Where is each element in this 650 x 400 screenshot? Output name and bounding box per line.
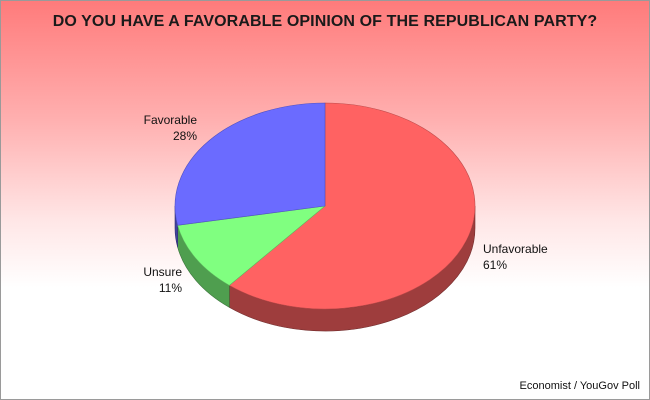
slice-value-favorable: 28% xyxy=(173,129,197,143)
chart-title: DO YOU HAVE A FAVORABLE OPINION OF THE R… xyxy=(52,13,598,30)
pie-slice-unfavorable xyxy=(228,102,476,310)
slice-value-unfavorable: 61% xyxy=(483,258,507,272)
slice-label-unfavorable: Unfavorable xyxy=(483,242,548,256)
pie-labels-group: Unfavorable 61% Unsure 11% Favorable 28% xyxy=(143,113,548,295)
slice-label-favorable: Favorable xyxy=(144,113,198,127)
slice-label-unsure: Unsure xyxy=(143,265,182,279)
pie-slices-group xyxy=(174,102,476,310)
source-note: Economist / YouGov Poll xyxy=(519,380,640,392)
pie-slice-unsure xyxy=(177,205,326,286)
pie-slice-favorable xyxy=(174,102,326,226)
slice-value-unsure: 11% xyxy=(159,281,182,295)
